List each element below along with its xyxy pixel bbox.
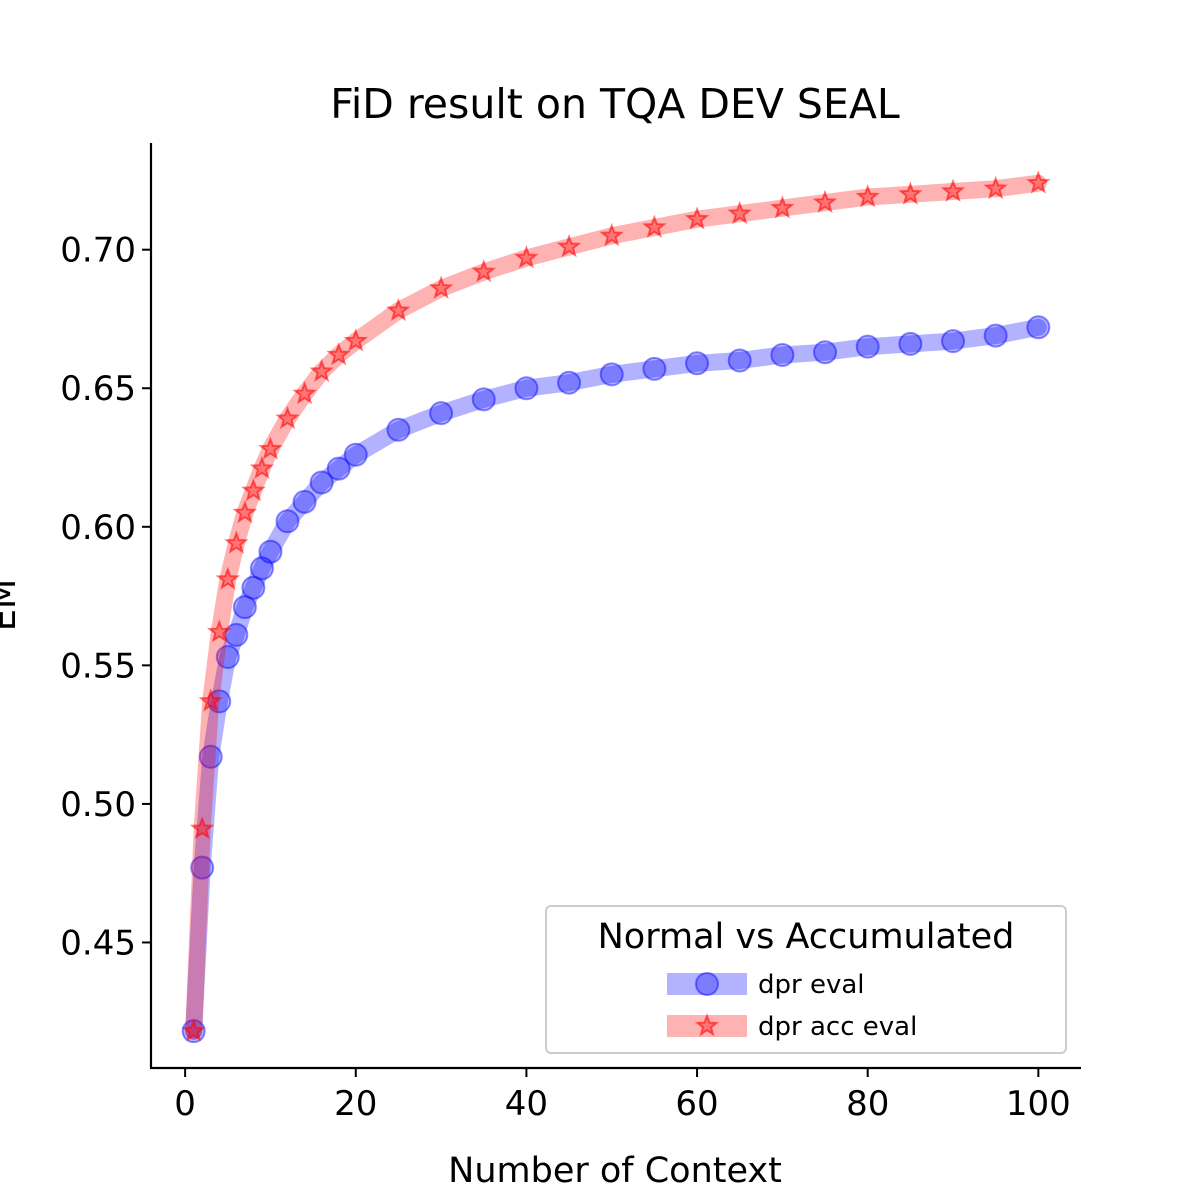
data-point (557, 370, 582, 395)
data-point (941, 329, 966, 354)
data-point (206, 619, 232, 643)
data-point (215, 645, 240, 670)
data-point (309, 470, 334, 495)
x-tick-label: 20 (334, 1084, 377, 1124)
data-point (983, 175, 1008, 200)
data-point (1026, 170, 1051, 194)
data-point (898, 331, 923, 356)
data-point (198, 744, 223, 769)
legend-marker (694, 1013, 720, 1037)
data-point (514, 376, 539, 401)
data-point (428, 275, 454, 299)
data-point (386, 417, 411, 442)
data-point (642, 356, 667, 381)
data-point (429, 401, 454, 426)
data-point (1026, 315, 1051, 340)
data-point (241, 477, 266, 502)
data-point (181, 1018, 206, 1042)
data-point (599, 222, 624, 247)
y-tick-label: 0.70 (60, 231, 136, 271)
data-point (224, 530, 249, 554)
data-point (599, 362, 624, 387)
data-point (198, 688, 223, 712)
data-point (215, 566, 241, 590)
y-tick-label: 0.55 (60, 646, 136, 686)
legend-swatch (667, 973, 747, 995)
data-point (189, 816, 215, 840)
chart-title: FiD result on TQA DEV SEAL (330, 80, 900, 128)
legend-label: dpr acc eval (758, 1012, 917, 1042)
x-axis-label: Number of Context (448, 1151, 782, 1191)
series-line (185, 318, 1047, 1040)
legend-marker (695, 972, 719, 996)
y-axis-label: EM (0, 579, 24, 631)
data-point (258, 436, 283, 460)
data-point (275, 509, 300, 534)
legend-items: dpr eval dpr acc eval (667, 970, 917, 1042)
legend-title: Normal vs Accumulated (598, 917, 1015, 957)
data-point (292, 489, 317, 514)
data-point (258, 539, 283, 564)
x-tick-label: 0 (174, 1084, 196, 1124)
y-tick-label: 0.45 (60, 923, 136, 963)
legend-entry: dpr acc eval (667, 1012, 917, 1042)
y-tick-label: 0.60 (60, 508, 136, 548)
legend-box (545, 905, 1067, 1054)
data-point (224, 622, 249, 647)
data-point (190, 855, 215, 880)
data-point (855, 334, 880, 359)
data-point (292, 380, 317, 405)
data-point (684, 206, 710, 230)
data-point (343, 328, 369, 352)
y-ticks: 0.45 0.50 0.55 0.60 0.65 0.70 (60, 231, 151, 963)
data-point (898, 181, 923, 205)
x-tick-label: 80 (846, 1084, 889, 1124)
data-point (275, 405, 300, 430)
data-point (471, 387, 496, 412)
data-point (343, 442, 368, 467)
data-point (471, 259, 497, 283)
legend-entry: dpr eval (667, 970, 865, 1000)
data-point (940, 178, 966, 202)
data-point (770, 342, 795, 367)
plot-area (181, 170, 1051, 1044)
data-point (249, 455, 275, 480)
data-point (727, 200, 752, 225)
x-ticks: 0 20 40 60 80 100 (174, 1068, 1071, 1124)
data-point (386, 297, 411, 321)
data-point (685, 351, 710, 376)
legend-label: dpr eval (758, 970, 865, 1000)
data-point (770, 195, 795, 219)
data-point (249, 556, 274, 581)
data-point (241, 575, 266, 600)
x-tick-label: 40 (505, 1084, 548, 1124)
data-point (855, 184, 880, 208)
data-point (556, 234, 582, 258)
data-point (812, 189, 838, 214)
y-tick-label: 0.65 (60, 369, 136, 409)
data-point (983, 323, 1008, 348)
data-point (813, 340, 838, 365)
series-dpr-acc-eval (181, 170, 1051, 1042)
data-point (727, 348, 752, 373)
x-tick-label: 60 (675, 1084, 718, 1124)
data-point (309, 358, 334, 383)
data-point (326, 342, 351, 366)
data-point (326, 456, 351, 481)
y-tick-label: 0.50 (60, 785, 136, 825)
data-point (514, 245, 539, 269)
legend-swatch (667, 1015, 747, 1037)
x-tick-label: 100 (1006, 1084, 1071, 1124)
data-point (642, 214, 667, 238)
data-point (232, 595, 257, 620)
legend: Normal vs Accumulated dpr eval dpr acc ev… (545, 905, 1067, 1054)
data-point (232, 500, 258, 524)
series-line (185, 174, 1047, 1040)
